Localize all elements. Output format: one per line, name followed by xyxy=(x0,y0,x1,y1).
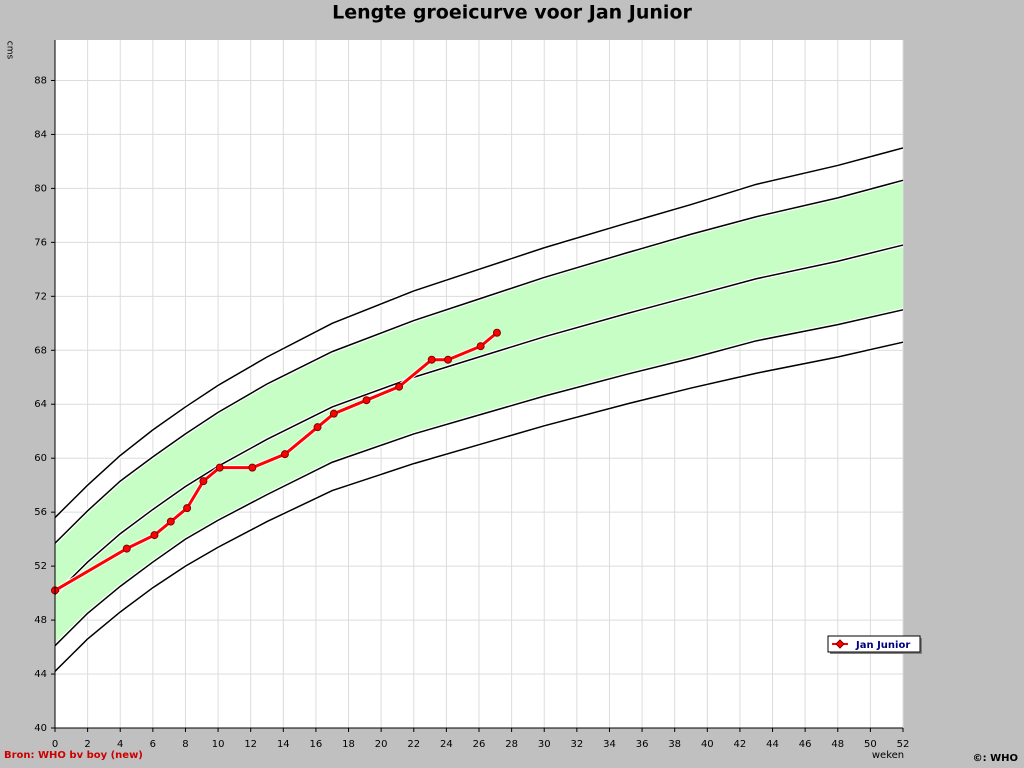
data-point xyxy=(280,450,289,459)
legend-marker xyxy=(835,639,845,649)
y-tick-label: 68 xyxy=(34,345,47,356)
x-tick-label: 42 xyxy=(734,739,747,750)
x-tick-label: 22 xyxy=(407,739,420,750)
data-point xyxy=(150,531,159,540)
x-tick-label: 2 xyxy=(84,739,90,750)
x-tick-label: 14 xyxy=(277,739,290,750)
x-tick-label: 48 xyxy=(831,739,844,750)
data-point xyxy=(444,355,453,364)
y-tick-label: 72 xyxy=(34,291,47,302)
percentile-line xyxy=(54,341,904,672)
y-axis-label: cms xyxy=(5,41,15,60)
y-tick-label: 84 xyxy=(34,129,47,140)
y-tick-label: 44 xyxy=(34,669,47,680)
x-tick-label: 4 xyxy=(117,739,123,750)
x-tick-label: 30 xyxy=(538,739,551,750)
y-tick-label: 52 xyxy=(34,561,47,572)
y-tick-label: 56 xyxy=(34,507,47,518)
x-tick-label: 18 xyxy=(342,739,355,750)
legend-box xyxy=(827,635,921,653)
data-point xyxy=(395,382,404,391)
y-tick-label: 88 xyxy=(34,75,47,86)
x-axis-label: weken xyxy=(872,750,904,761)
data-point xyxy=(362,396,371,405)
percentile-line xyxy=(54,309,904,647)
data-point xyxy=(476,342,485,351)
data-point xyxy=(313,423,322,432)
percentile-line xyxy=(54,179,904,544)
x-tick-label: 0 xyxy=(52,739,58,750)
x-tick-label: 10 xyxy=(212,739,225,750)
x-tick-label: 40 xyxy=(701,739,714,750)
data-point xyxy=(183,504,192,513)
x-tick-label: 16 xyxy=(310,739,323,750)
y-tick-label: 60 xyxy=(34,453,47,464)
y-tick-label: 76 xyxy=(34,237,47,248)
x-tick-label: 8 xyxy=(182,739,188,750)
percentile-line xyxy=(54,147,904,519)
x-tick-label: 44 xyxy=(766,739,779,750)
data-point xyxy=(215,463,224,472)
x-tick-label: 20 xyxy=(375,739,388,750)
data-point xyxy=(166,517,175,526)
data-point xyxy=(122,544,131,553)
source-note: Bron: WHO bv boy (new) xyxy=(4,750,143,761)
data-point xyxy=(199,477,208,486)
percentile-line xyxy=(54,244,904,595)
x-tick-label: 28 xyxy=(505,739,518,750)
legend-label: Jan Junior xyxy=(855,640,910,651)
x-tick-label: 6 xyxy=(150,739,156,750)
x-tick-label: 46 xyxy=(799,739,812,750)
y-tick-label: 40 xyxy=(34,723,47,734)
x-tick-label: 52 xyxy=(897,739,910,750)
data-point xyxy=(492,328,501,337)
data-point xyxy=(329,409,338,418)
x-tick-label: 24 xyxy=(440,739,453,750)
x-tick-label: 12 xyxy=(244,739,257,750)
data-point xyxy=(248,463,257,472)
x-tick-label: 26 xyxy=(473,739,486,750)
y-tick-label: 64 xyxy=(34,399,47,410)
copyright-note: ©: WHO xyxy=(973,753,1018,764)
x-tick-label: 50 xyxy=(864,739,877,750)
x-tick-label: 34 xyxy=(603,739,616,750)
x-tick-label: 36 xyxy=(636,739,649,750)
data-point xyxy=(427,355,436,364)
x-tick-label: 38 xyxy=(668,739,681,750)
y-tick-label: 48 xyxy=(34,615,47,626)
y-tick-label: 80 xyxy=(34,183,47,194)
chart-title: Lengte groeicurve voor Jan Junior xyxy=(332,2,692,24)
x-tick-label: 32 xyxy=(570,739,583,750)
